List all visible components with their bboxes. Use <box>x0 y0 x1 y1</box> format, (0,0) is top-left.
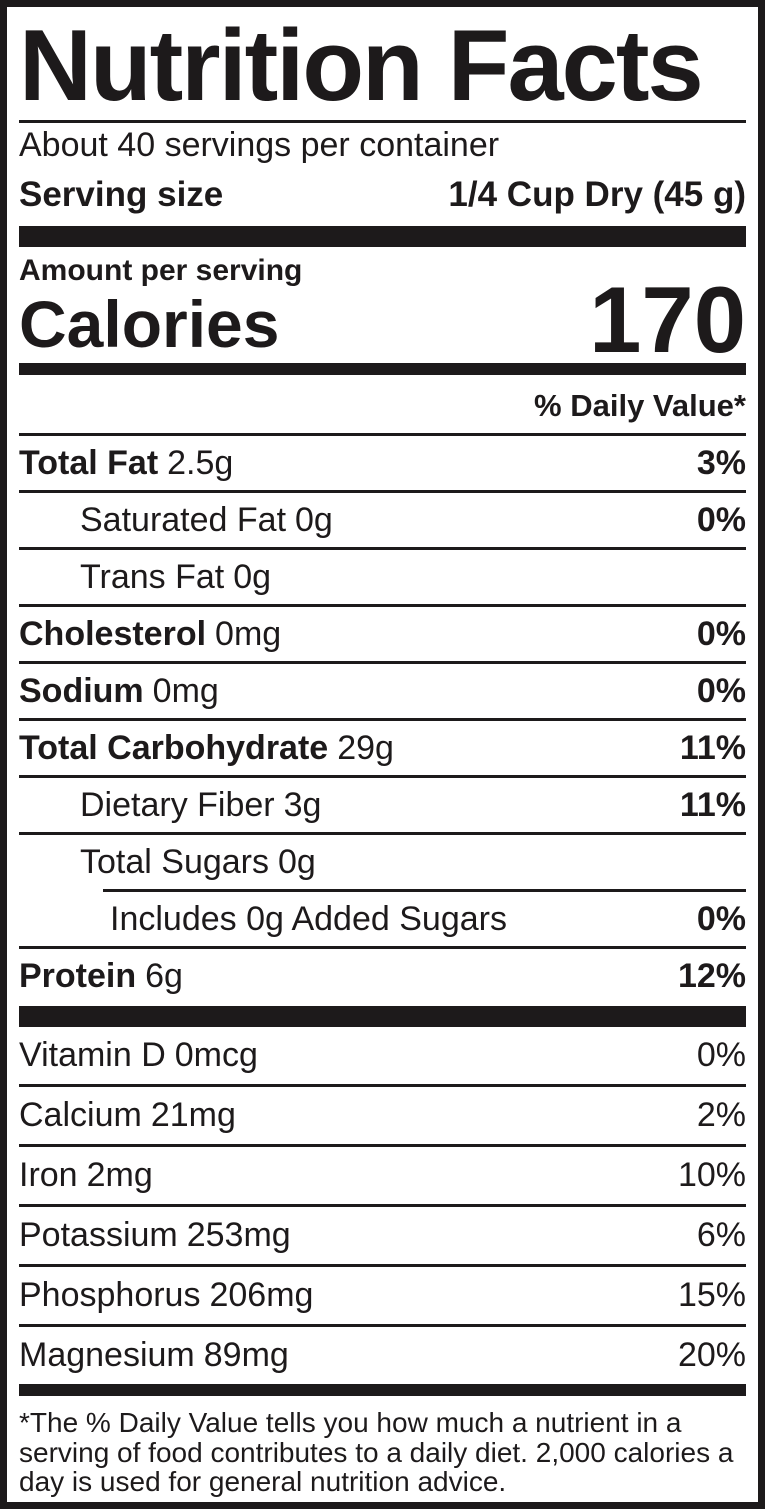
nutrient-name: Total Carbohydrate <box>19 728 329 767</box>
separator <box>19 490 746 493</box>
micronutrient-row-calcium: Calcium 21mg 2% <box>19 1087 746 1144</box>
nutrient-name: Iron <box>19 1156 78 1194</box>
serving-size-label: Serving size <box>19 174 224 214</box>
serving-size-value: 1/4 Cup Dry (45 g) <box>448 174 746 214</box>
separator <box>19 1144 746 1147</box>
nutrient-dv: 15% <box>677 1276 746 1314</box>
nutrient-amount: 0mg <box>152 671 219 710</box>
nutrient-amount: 29g <box>337 728 394 767</box>
separator <box>19 1204 746 1207</box>
nutrient-row-total-carbohydrate: Total Carbohydrate 29g 11% <box>19 721 746 775</box>
nutrient-row-dietary-fiber: Dietary Fiber 3g 11% <box>19 778 746 832</box>
nutrient-amount: 0g <box>233 557 272 596</box>
nutrient-name: Magnesium <box>19 1336 195 1374</box>
nutrient-name: Phosphorus <box>19 1276 201 1314</box>
calories-value: 170 <box>589 267 746 372</box>
label-title: Nutrition Facts <box>19 10 704 122</box>
nutrient-dv: 0% <box>696 614 746 653</box>
medium-bar-footnote <box>19 1384 746 1396</box>
nutrient-name: Cholesterol <box>19 614 207 653</box>
separator <box>19 1264 746 1267</box>
nutrient-name: Protein <box>19 956 137 995</box>
micronutrient-row-potassium: Potassium 253mg 6% <box>19 1207 746 1264</box>
calories-label: Calories <box>19 287 280 361</box>
micronutrient-row-magnesium: Magnesium 89mg 20% <box>19 1327 746 1384</box>
nutrient-dv: 20% <box>677 1336 746 1374</box>
nutrient-dv: 0% <box>696 899 746 938</box>
calories-row: Calories 170 <box>19 273 746 367</box>
serving-size-row: Serving size 1/4 Cup Dry (45 g) <box>19 168 746 221</box>
nutrient-amount: 0mg <box>215 614 282 653</box>
separator <box>19 946 746 949</box>
separator <box>19 1084 746 1087</box>
nutrient-name: Vitamin D <box>19 1036 166 1074</box>
nutrient-name: Calcium <box>19 1096 142 1134</box>
micronutrient-row-iron: Iron 2mg 10% <box>19 1147 746 1204</box>
nutrient-amount: 2.5g <box>167 443 234 482</box>
nutrient-row-trans-fat: Trans Fat 0g <box>19 550 746 604</box>
nutrient-name: Trans Fat <box>80 557 225 596</box>
nutrient-dv: 0% <box>696 1036 746 1074</box>
nutrient-row-sodium: Sodium 0mg 0% <box>19 664 746 718</box>
nutrient-row-total-fat: Total Fat 2.5g 3% <box>19 436 746 490</box>
separator <box>19 832 746 835</box>
micronutrient-row-phosphorus: Phosphorus 206mg 15% <box>19 1267 746 1324</box>
nutrient-row-cholesterol: Cholesterol 0mg 0% <box>19 607 746 661</box>
daily-value-footnote: *The % Daily Value tells you how much a … <box>19 1407 734 1497</box>
nutrient-name: Potassium <box>19 1216 178 1254</box>
separator-indented <box>103 889 746 892</box>
nutrient-dv: 6% <box>696 1216 746 1254</box>
nutrient-amount: 2mg <box>86 1156 153 1194</box>
nutrient-dv: 10% <box>677 1156 746 1194</box>
nutrient-dv: 11% <box>679 785 746 824</box>
nutrient-dv: 12% <box>677 956 746 995</box>
nutrient-amount: 89mg <box>203 1336 289 1374</box>
nutrient-dv: 3% <box>696 443 746 482</box>
nutrient-amount: 0mcg <box>174 1036 258 1074</box>
nutrient-amount: 206mg <box>209 1276 314 1314</box>
servings-per-container: About 40 servings per container <box>19 126 500 164</box>
separator <box>19 1324 746 1327</box>
separator <box>19 604 746 607</box>
title-divider <box>19 120 746 123</box>
daily-value-header: % Daily Value* <box>534 388 746 423</box>
nutrient-name: Saturated Fat <box>80 500 287 539</box>
nutrient-amount: 0g <box>278 842 316 881</box>
nutrient-dv: 11% <box>679 728 746 767</box>
nutrient-name: Includes 0g Added Sugars <box>110 899 507 938</box>
nutrient-row-saturated-fat: Saturated Fat 0g 0% <box>19 493 746 547</box>
separator <box>19 547 746 550</box>
nutrient-row-total-sugars: Total Sugars 0g <box>19 835 746 889</box>
nutrient-dv: 0% <box>696 500 746 539</box>
nutrient-amount: 21mg <box>150 1096 236 1134</box>
separator <box>19 433 746 436</box>
thick-bar-serving <box>19 226 746 247</box>
separator <box>19 718 746 721</box>
nutrient-name: Total Sugars <box>80 842 269 881</box>
separator <box>19 661 746 664</box>
nutrient-dv: 2% <box>696 1096 746 1134</box>
thick-bar-protein <box>19 1006 746 1027</box>
nutrient-row-added-sugars: Includes 0g Added Sugars 0% <box>19 892 746 946</box>
nutrient-amount: 3g <box>283 785 322 824</box>
nutrient-row-protein: Protein 6g 12% <box>19 949 746 1003</box>
nutrient-amount: 6g <box>145 956 183 995</box>
nutrient-name: Dietary Fiber <box>80 785 275 824</box>
nutrient-dv: 0% <box>696 671 746 710</box>
nutrient-name: Sodium <box>19 671 144 710</box>
medium-bar-calories <box>19 363 746 375</box>
separator <box>19 775 746 778</box>
nutrient-amount: 0g <box>295 500 333 539</box>
nutrient-amount: 253mg <box>186 1216 291 1254</box>
nutrient-name: Total Fat <box>19 443 159 482</box>
amount-per-serving-label: Amount per serving <box>19 254 303 287</box>
micronutrient-row-vitamin-d: Vitamin D 0mcg 0% <box>19 1027 746 1084</box>
